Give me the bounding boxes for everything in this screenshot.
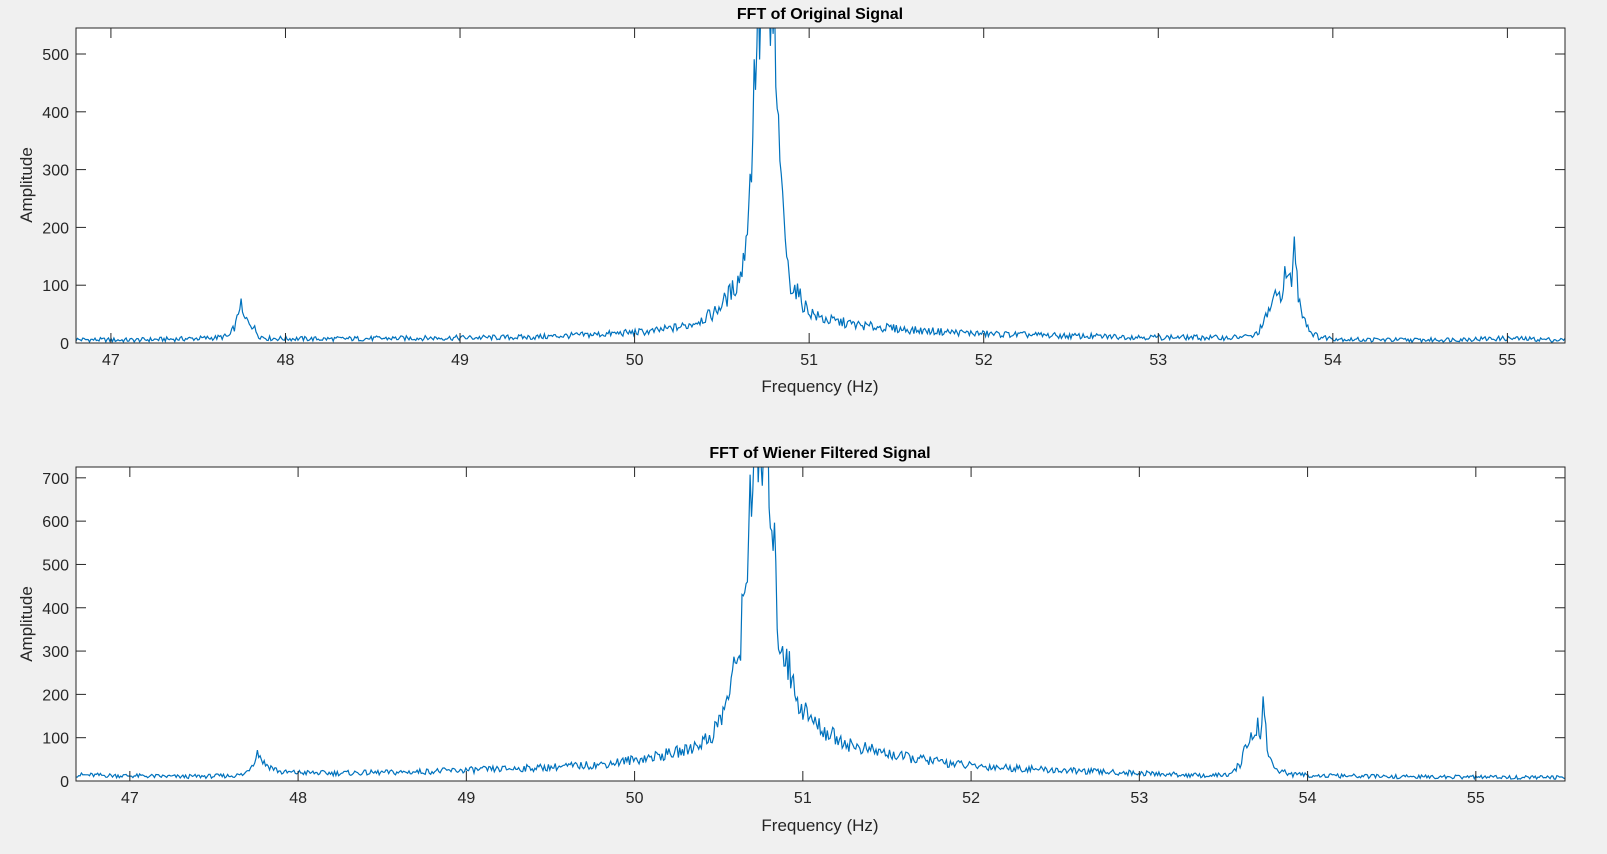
title-original: FFT of Original Signal	[737, 6, 903, 23]
x-tick-label: 52	[975, 352, 993, 369]
y-tick-label: 200	[42, 687, 69, 704]
x-tick-label: 51	[800, 352, 818, 369]
x-tick-label: 53	[1130, 790, 1148, 807]
x-tick-labels-original: 47 48 49 50 51 52 53 54 55	[102, 352, 1516, 369]
y-tick-label: 0	[60, 774, 69, 791]
ylabel-original: Amplitude	[17, 147, 36, 223]
series-line-original	[76, 28, 1565, 343]
x-tick-label: 51	[794, 790, 812, 807]
subplot-original: 47 48 49 50 51 52 53 54 55 0 100 200 300 400 500 FFT …	[17, 6, 1566, 396]
x-tick-label: 54	[1324, 352, 1342, 369]
y-tick-label: 300	[42, 644, 69, 661]
axes-wiener-box	[75, 466, 1566, 782]
y-tick-label: 400	[42, 601, 69, 618]
y-tick-label: 400	[42, 105, 69, 122]
subplot-wiener: 47 48 49 50 51 52 53 54 55 0 100 200 300 400 500 600 70…	[17, 445, 1566, 835]
x-tick-label: 54	[1299, 790, 1317, 807]
y-tick-label: 200	[42, 220, 69, 237]
y-tick-labels-wiener: 0 100 200 300 400 500 600 700	[42, 471, 69, 791]
title-wiener: FFT of Wiener Filtered Signal	[709, 445, 930, 462]
tick-marks-wiener	[76, 467, 1565, 782]
y-tick-label: 700	[42, 471, 69, 488]
xlabel-original: Frequency (Hz)	[761, 377, 878, 396]
ylabel-wiener: Amplitude	[17, 586, 36, 662]
x-tick-label: 49	[457, 790, 475, 807]
series-line-wiener	[76, 467, 1565, 781]
y-tick-label: 100	[42, 731, 69, 748]
x-tick-label: 50	[626, 352, 644, 369]
x-tick-label: 52	[962, 790, 980, 807]
x-tick-label: 47	[102, 352, 120, 369]
x-tick-label: 53	[1149, 352, 1167, 369]
y-tick-label: 500	[42, 557, 69, 574]
y-tick-label: 500	[42, 47, 69, 64]
y-tick-label: 0	[60, 336, 69, 353]
x-tick-label: 55	[1467, 790, 1485, 807]
x-tick-labels-wiener: 47 48 49 50 51 52 53 54 55	[121, 790, 1485, 807]
x-tick-label: 50	[626, 790, 644, 807]
x-tick-label: 55	[1498, 352, 1516, 369]
x-tick-label: 47	[121, 790, 139, 807]
x-tick-label: 48	[289, 790, 307, 807]
y-tick-label: 600	[42, 514, 69, 531]
x-tick-label: 49	[451, 352, 469, 369]
y-tick-labels-original: 0 100 200 300 400 500	[42, 47, 69, 353]
y-tick-label: 300	[42, 163, 69, 180]
axes-original-background	[76, 28, 1565, 343]
xlabel-wiener: Frequency (Hz)	[761, 816, 878, 835]
x-tick-label: 48	[277, 352, 295, 369]
y-tick-label: 100	[42, 278, 69, 295]
axes-original-box	[75, 27, 1566, 344]
